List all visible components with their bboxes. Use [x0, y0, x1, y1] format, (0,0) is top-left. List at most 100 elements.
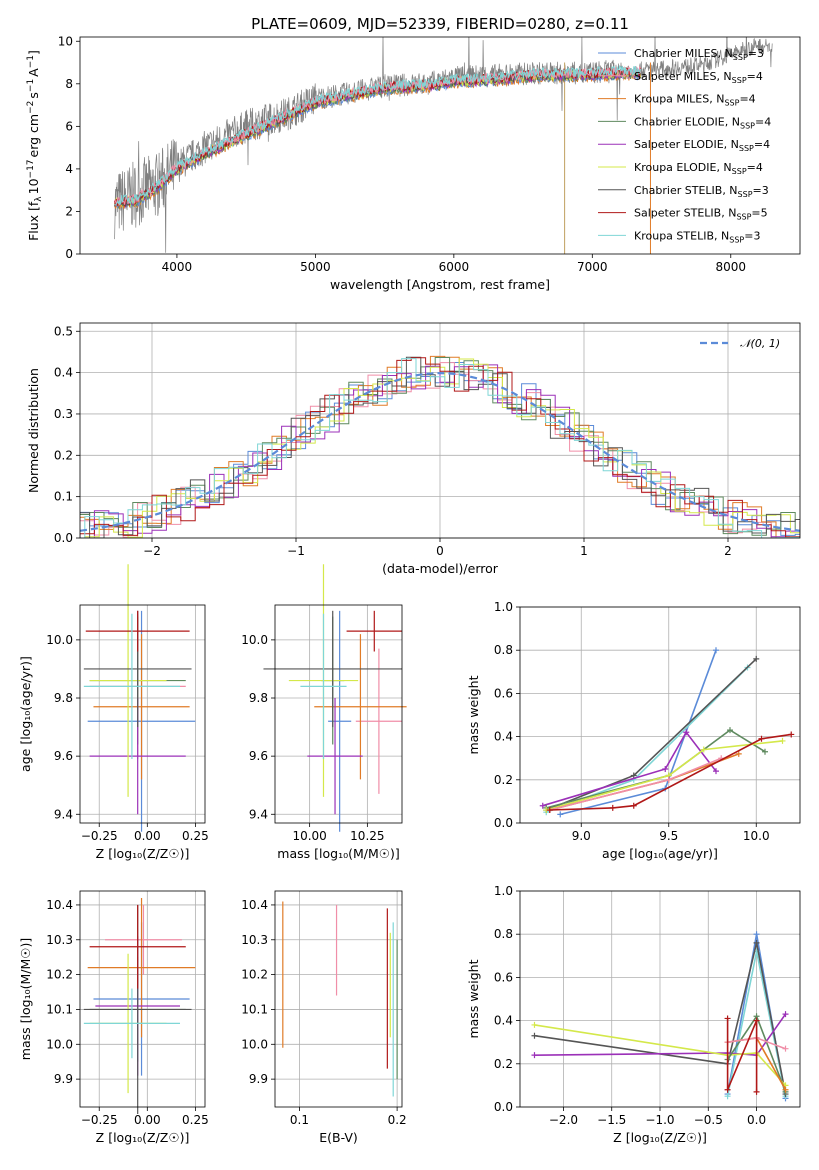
y-tick-label: 6 [65, 119, 73, 133]
legend-entry: Kroupa ELODIE, NSSP=4 [634, 161, 763, 176]
mass-weight-marker [762, 748, 768, 755]
legend-sub: SSP [738, 190, 753, 199]
y-tick-label: 0.2 [494, 1057, 513, 1071]
legend-sub: SSP [740, 121, 755, 130]
y-tick-label: 0.2 [54, 448, 73, 462]
legend-n-value: 3 [762, 184, 769, 197]
x-axis-label: wavelength [Angstrom, rest frame] [330, 277, 550, 292]
x-tick-label: −1.0 [645, 1113, 674, 1127]
plot-area [531, 931, 789, 1102]
mass-weight-marker [531, 1032, 538, 1039]
mass-weight-line-0 [560, 649, 717, 816]
mass-weight-marker [539, 802, 546, 809]
legend-n-value: 4 [756, 161, 763, 174]
axes-frame [79, 36, 801, 255]
x-tick-label: −2.0 [549, 1113, 578, 1127]
x-tick-label: 10.0 [743, 829, 770, 843]
x-axis-label: mass [log₁₀(M/M☉)] [277, 846, 399, 861]
y-tick-label: 10.3 [46, 933, 73, 947]
y-tick-label: 8 [65, 77, 73, 91]
legend-model-name: Chabrier MILES [634, 47, 718, 60]
legend-sub: SSP [729, 235, 744, 244]
y-axis-label-part: −1 [26, 55, 36, 68]
x-tick-label: 0.00 [134, 1113, 161, 1127]
axes-frame [519, 606, 801, 824]
panel-6: −0.25 0.00 0.25 9.9 10.0 10.1 10.2 10.3 10.4 Z [l… [18, 890, 209, 1145]
legend-entry: Chabrier MILES, NSSP=3 [634, 47, 764, 62]
y-tick-label: 0.6 [494, 686, 513, 700]
y-tick-label: 10.0 [46, 633, 73, 647]
legend-n: , N [722, 184, 737, 197]
legend-eq: = [747, 161, 756, 174]
axes-frame [79, 604, 206, 824]
y-tick-label: 1.0 [494, 600, 513, 614]
axes-frame [79, 890, 206, 1108]
model-spectrum-8 [114, 64, 641, 206]
panel-2: −2 −1 0 1 2 0.0 0.1 0.2 0.3 0.4 0.5 (data-model)/er… [26, 322, 801, 576]
axes-frame [519, 890, 801, 1108]
x-axis-label: Z [log₁₀(Z/Z☉)] [96, 1130, 190, 1145]
mass-weight-marker [531, 1052, 538, 1059]
legend-n-value: 4 [749, 93, 756, 106]
legend-sub: SSP [732, 76, 747, 85]
legend-entry: Salpeter ELODIE, NSSP=4 [634, 138, 770, 153]
mass-weight-marker [727, 727, 733, 734]
mass-weight-marker [753, 1017, 760, 1024]
x-axis-label: E(B-V) [319, 1130, 358, 1145]
legend-eq: = [739, 93, 748, 106]
y-axis-label: Normed distribution [26, 368, 41, 493]
y-axis-label: Flux [fλ10−17erg cm−2s−1A−1] [26, 50, 44, 241]
legend-eq: = [748, 47, 757, 60]
plot-area [282, 901, 398, 1097]
y-tick-label: 0.4 [494, 1014, 513, 1028]
y-tick-label: 0.4 [494, 730, 513, 744]
y-axis-label-part: s [26, 92, 41, 99]
mass-weight-marker [782, 1011, 789, 1018]
plot-area [83, 897, 196, 1114]
legend-sub: SSP [736, 213, 751, 222]
legend-entry: Kroupa MILES, NSSP=4 [634, 93, 756, 108]
y-tick-label: 0 [65, 247, 73, 261]
x-tick-label: 1 [580, 544, 588, 558]
x-tick-label: 9.5 [659, 829, 678, 843]
x-axis-label: Z [log₁₀(Z/Z☉)] [96, 846, 190, 861]
y-tick-label: 10.1 [241, 1002, 268, 1016]
y-axis-label-part: −1 [26, 79, 36, 92]
y-tick-label: 9.4 [54, 807, 73, 821]
y-tick-label: 9.8 [249, 691, 268, 705]
y-tick-label: 1.0 [494, 884, 513, 898]
legend-sub: SSP [733, 53, 748, 62]
x-tick-label: 4000 [162, 260, 193, 274]
mass-weight-marker [724, 1093, 731, 1100]
mass-weight-line-5 [546, 740, 783, 811]
y-tick-label: 9.6 [54, 749, 73, 763]
y-tick-label: 2 [65, 204, 73, 218]
x-tick-label: −0.25 [81, 1113, 118, 1127]
legend-n-value: 4 [763, 138, 770, 151]
legend-n-value: 4 [764, 115, 771, 128]
x-tick-label: 0.25 [182, 1113, 209, 1127]
legend-eq: = [751, 207, 760, 220]
legend: 𝒩(0, 1) [700, 337, 780, 350]
legend-entry: Salpeter MILES, NSSP=4 [634, 70, 763, 85]
mass-weight-marker [557, 811, 564, 818]
mass-weight-marker [753, 655, 760, 662]
y-tick-label: 10.0 [241, 1037, 268, 1051]
histogram-6 [80, 356, 800, 538]
histogram-5 [80, 358, 800, 538]
mass-weight-marker [700, 746, 707, 753]
x-tick-label: 0.0 [747, 1113, 766, 1127]
x-axis-label: (data-model)/error [382, 561, 499, 576]
y-tick-label: 10.4 [46, 898, 73, 912]
y-tick-label: 0.5 [54, 324, 73, 338]
legend-model-name: Chabrier ELODIE [634, 115, 725, 128]
legend-n-value: 3 [757, 47, 764, 60]
y-axis-label-part: 10 [26, 178, 41, 194]
model-spectrum-5 [114, 69, 641, 207]
y-tick-label: 9.8 [54, 691, 73, 705]
y-tick-label: 9.9 [54, 1072, 73, 1086]
x-axis-label: age [log₁₀(age/yr)] [602, 846, 718, 861]
legend-sub: SSP [732, 167, 747, 176]
legend-n: , N [709, 93, 724, 106]
